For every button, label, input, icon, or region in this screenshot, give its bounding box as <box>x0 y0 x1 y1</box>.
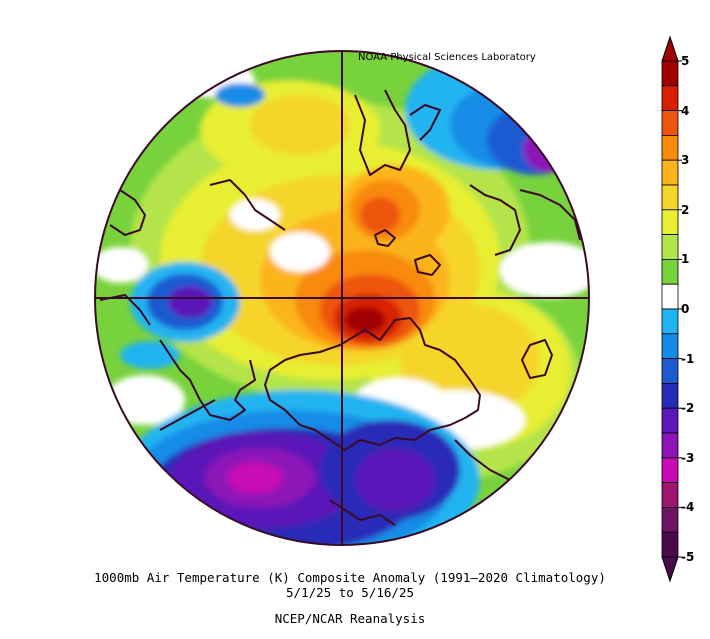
colorbar-label: 1 <box>681 252 690 267</box>
colorbar-segment <box>661 308 679 335</box>
colorbar-segment <box>661 110 679 136</box>
colorbar-segment <box>661 407 679 434</box>
colorbar-label: -1 <box>681 351 695 366</box>
colorbar-label: -5 <box>681 550 695 564</box>
colorbar-label: 4 <box>681 103 690 118</box>
colorbar-segment <box>661 358 679 384</box>
colorbar-label: 2 <box>681 202 690 217</box>
colorbar-segment <box>661 457 679 483</box>
colorbar-segment <box>661 432 679 459</box>
colorbar-segment <box>661 234 679 260</box>
colorbar-segment <box>661 209 679 236</box>
colorbar-segment <box>661 506 679 533</box>
colorbar-label: -4 <box>681 500 695 515</box>
colorbar-label: 5 <box>681 54 690 68</box>
colorbar-segment <box>661 283 679 310</box>
colorbar-label: -2 <box>681 401 695 416</box>
colorbar-segment <box>661 184 679 211</box>
colorbar-label: -3 <box>681 450 695 465</box>
color-scale-bar <box>661 35 682 583</box>
colorbar-label: 0 <box>681 302 690 316</box>
colorbar-segment <box>661 258 679 285</box>
anomaly-field <box>95 51 589 545</box>
colorbar-segment <box>661 531 679 558</box>
colorbar-segment <box>661 382 679 409</box>
credit-text: NOAA Physical Sciences Laboratory <box>358 52 536 63</box>
colorbar-segment <box>661 333 679 359</box>
colorbar-segment <box>661 134 679 161</box>
dataset-name: NCEP/NCAR Reanalysis <box>274 611 426 626</box>
colorbar-top-arrow <box>661 35 679 62</box>
date-range: 5/1/25 to 5/16/25 <box>286 585 414 600</box>
colorbar-segment <box>661 159 679 186</box>
colorbar-segment <box>661 482 679 508</box>
colorbar-label: 3 <box>681 153 690 168</box>
map-title: 1000mb Air Temperature (K) Composite Ano… <box>94 570 606 585</box>
colorbar-segment <box>661 85 679 112</box>
colorbar-segment <box>661 60 679 87</box>
